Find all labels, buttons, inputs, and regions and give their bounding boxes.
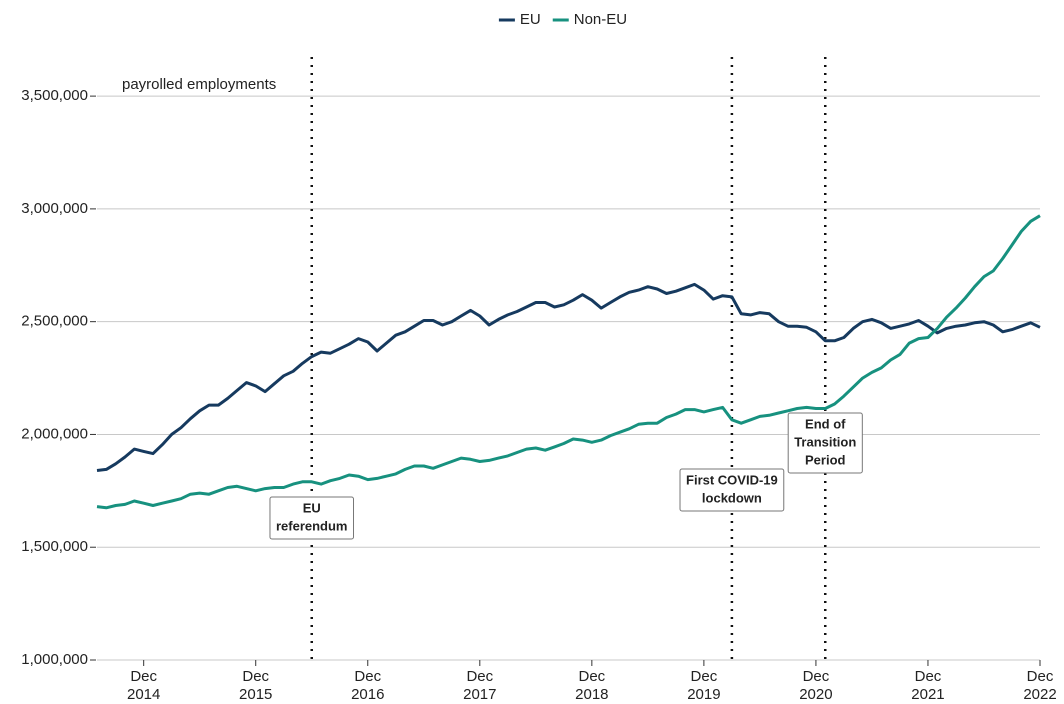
annotation-label: referendum: [276, 518, 348, 533]
y-tick-label: 2,500,000: [21, 313, 88, 330]
legend-label: EU: [520, 11, 541, 28]
x-tick-label: 2019: [687, 686, 720, 703]
x-tick-label: 2016: [351, 686, 384, 703]
annotation-label: EU: [303, 500, 321, 515]
annotation: End of Transition Period: [787, 412, 863, 474]
annotation-label: First COVID-19: [686, 472, 778, 487]
y-tick-label: 3,000,000: [21, 200, 88, 217]
x-tick-label: 2015: [239, 686, 272, 703]
annotation: First COVID-19 lockdown: [679, 468, 785, 512]
legend-label: Non-EU: [574, 11, 627, 28]
x-tick-label: Dec: [803, 668, 830, 685]
legend: EU Non-EU: [498, 11, 627, 28]
x-tick-label: 2020: [799, 686, 832, 703]
x-tick-label: Dec: [130, 668, 157, 685]
x-tick-label: Dec: [691, 668, 718, 685]
x-tick-label: Dec: [354, 668, 381, 685]
y-tick-label: 1,000,000: [21, 651, 88, 668]
y-tick-label: 1,500,000: [21, 538, 88, 555]
x-tick-label: 2021: [911, 686, 944, 703]
y-tick-label: 2,000,000: [21, 425, 88, 442]
annotation-label: Period: [805, 452, 846, 467]
x-tick-label: 2018: [575, 686, 608, 703]
x-tick-label: Dec: [578, 668, 605, 685]
x-tick-label: Dec: [242, 668, 269, 685]
x-tick-label: Dec: [466, 668, 493, 685]
annotation-label: Transition: [794, 434, 856, 449]
y-axis-label: payrolled employments: [122, 76, 276, 93]
annotation-label: End of: [805, 416, 846, 431]
annotation-box: [269, 496, 355, 540]
x-tick-label: 2014: [127, 686, 160, 703]
x-tick-label: Dec: [1027, 668, 1054, 685]
x-tick-label: 2022: [1023, 686, 1056, 703]
annotation: EU referendum: [269, 496, 355, 540]
x-tick-label: 2017: [463, 686, 496, 703]
series-line: [96, 282, 1041, 472]
annotation-box: [679, 468, 785, 512]
series-line: [96, 214, 1041, 510]
annotation-label: lockdown: [702, 490, 762, 505]
y-tick-label: 3,500,000: [21, 87, 88, 104]
x-tick-label: Dec: [915, 668, 942, 685]
annotation-box: [787, 412, 863, 474]
